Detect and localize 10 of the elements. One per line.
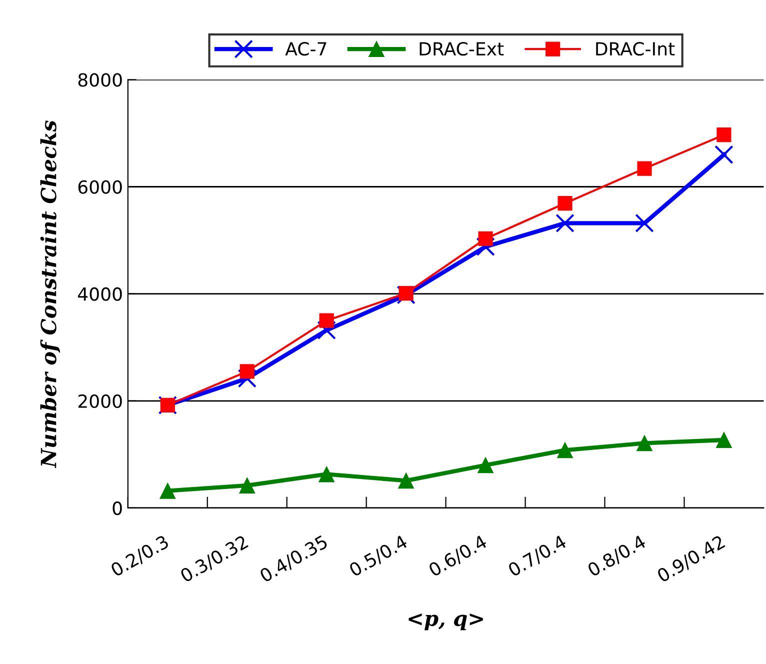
y-tick-label: 6000 (78, 180, 122, 194)
x-axis-title: <p, q> (408, 613, 483, 630)
y-tick-label: 8000 (78, 73, 122, 87)
y-tick-label: 0 (112, 501, 122, 516)
legend-label: DRAC-Ext (420, 42, 504, 56)
y-axis-title: Number of Constraint Checks (40, 120, 60, 468)
legend-label: AC-7 (285, 42, 326, 56)
y-tick-label: 4000 (78, 287, 122, 301)
legend-label: DRAC-Int (596, 42, 675, 56)
y-tick-label: 2000 (78, 394, 122, 408)
